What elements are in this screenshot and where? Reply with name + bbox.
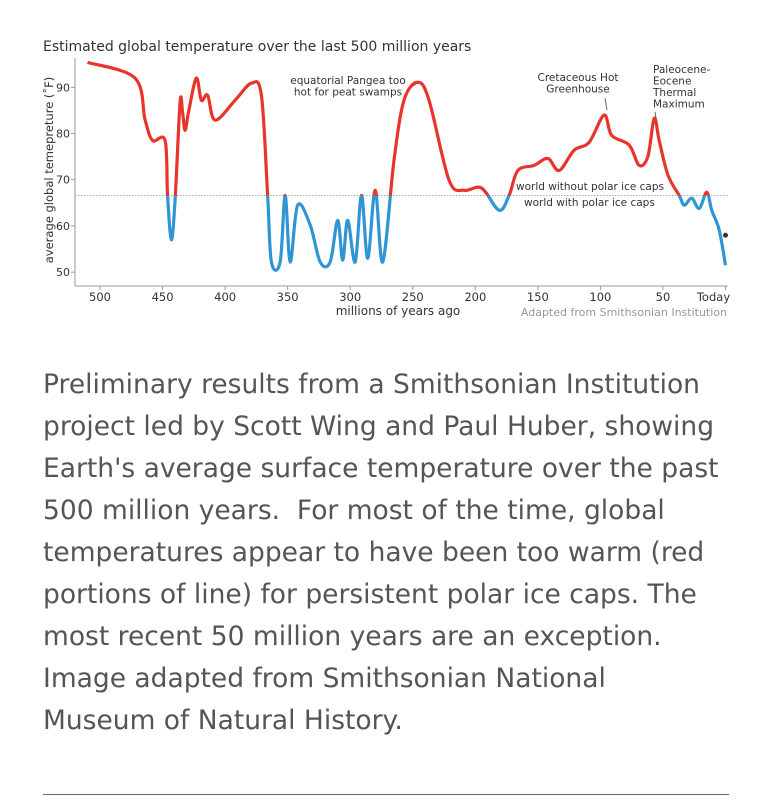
- leader: [604, 97, 608, 111]
- x-axis-label: millions of years ago: [336, 304, 461, 318]
- annotation: Eocene: [653, 76, 691, 88]
- y-tick-label: 90: [56, 81, 70, 94]
- y-tick-label: 80: [56, 128, 70, 141]
- caption-line: 500 million years. For most of the time,…: [43, 495, 665, 526]
- caption-line: project led by Scott Wing and Paul Huber…: [43, 411, 715, 442]
- end-point: [722, 232, 728, 238]
- annotation: Cretaceous Hot: [538, 72, 619, 84]
- x-tick-label: 450: [152, 290, 174, 304]
- annotation: equatorial Pangea too: [290, 75, 406, 87]
- chart-title: Estimated global temperature over the la…: [43, 39, 471, 55]
- x-tick-label: 500: [89, 290, 111, 304]
- x-tick-label: Today: [696, 290, 730, 304]
- caption-line: Earth's average surface temperature over…: [43, 453, 719, 484]
- x-tick-label: 300: [339, 290, 361, 304]
- caption-line: Museum of Natural History.: [43, 705, 403, 736]
- annotation: Paleocene-: [653, 64, 710, 76]
- x-tick-label: 250: [402, 290, 424, 304]
- y-tick-label: 50: [56, 266, 70, 279]
- caption-line: temperatures appear to have been too war…: [43, 537, 705, 568]
- x-tick-label: 150: [527, 290, 549, 304]
- caption-line: most recent 50 million years are an exce…: [43, 621, 662, 652]
- annotation: Thermal: [652, 87, 696, 99]
- y-axis-label: average global temepreture (˚F): [41, 77, 56, 264]
- chart: Estimated global temperature over the la…: [41, 39, 730, 319]
- x-tick-label: 400: [214, 290, 236, 304]
- annotation: hot for peat swamps: [294, 87, 402, 99]
- source: Adapted from Smithsonian Institution: [521, 306, 727, 319]
- y-tick-label: 70: [56, 174, 70, 187]
- x-tick-label: 200: [464, 290, 486, 304]
- annotation: world with polar ice caps: [524, 197, 655, 209]
- annotation: Maximum: [653, 99, 705, 111]
- divider: [43, 794, 729, 795]
- annotation: Greenhouse: [546, 84, 609, 96]
- caption-line: Image adapted from Smithsonian National: [43, 663, 606, 694]
- x-tick-label: 50: [656, 290, 671, 304]
- annotation: world without polar ice caps: [516, 181, 664, 193]
- y-tick-label: 60: [56, 220, 70, 233]
- temperature-line: [87, 60, 728, 272]
- caption-line: Preliminary results from a Smithsonian I…: [43, 369, 700, 400]
- x-tick-label: 100: [589, 290, 611, 304]
- caption: Preliminary results from a Smithsonian I…: [43, 364, 763, 742]
- caption-line: portions of line) for persistent polar i…: [43, 579, 697, 610]
- x-tick-label: 350: [277, 290, 299, 304]
